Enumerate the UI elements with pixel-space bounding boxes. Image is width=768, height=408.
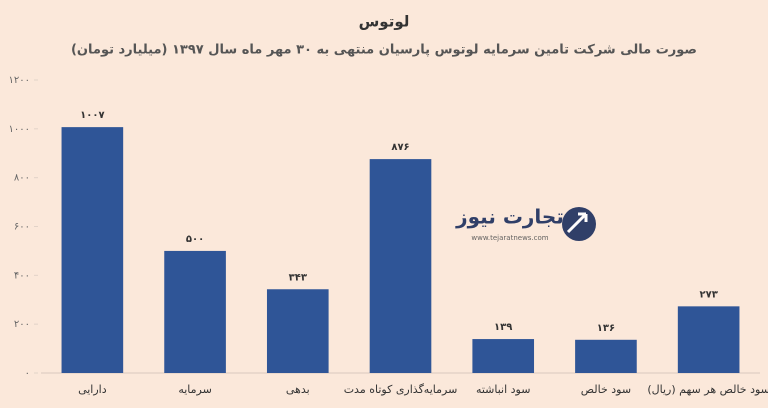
- watermark-logo: [562, 207, 596, 241]
- bar: [677, 306, 740, 373]
- bar: [575, 339, 637, 373]
- value-label: ۱۳۹: [494, 322, 512, 333]
- x-tick-label: دارایی: [78, 383, 107, 396]
- value-label: ۱۰۰۷: [80, 110, 104, 121]
- bar: [369, 159, 432, 373]
- value-label: ۲۷۳: [699, 289, 717, 300]
- x-tick-label: سرمایه‌گذاری کوتاه مدت: [344, 383, 458, 396]
- x-tick-label: سود انباشته: [476, 383, 531, 396]
- value-label: ۸۷۶: [391, 142, 409, 153]
- chart-subtitle: صورت مالی شرکت تامین سرمایه لوتوس پارسیا…: [71, 43, 697, 58]
- value-label: ۱۳۶: [597, 323, 615, 334]
- y-tick-label: ۱۲۰۰: [9, 75, 30, 86]
- bar: [266, 289, 329, 373]
- y-tick-label: ۴۰۰: [14, 270, 30, 281]
- y-tick-label: ۲۰۰: [14, 319, 30, 330]
- x-tick-label: سود خالص: [581, 383, 631, 396]
- bar: [164, 250, 226, 373]
- bar: [472, 339, 535, 373]
- watermark: تجارت نیوز www.tejaratnews.com: [455, 205, 596, 242]
- watermark-arrow: [566, 212, 588, 234]
- chart-title: لوتوس: [359, 13, 410, 31]
- x-tick-label: سرمایه: [178, 383, 212, 396]
- watermark-name: تجارت نیوز: [455, 205, 564, 229]
- value-label: ۳۴۳: [289, 272, 307, 283]
- y-tick-label: ۰: [25, 368, 30, 379]
- x-tick-label: بدهی: [286, 383, 310, 396]
- y-tick-label: ۶۰۰: [14, 222, 30, 233]
- y-tick-label: ۱۰۰۰: [9, 124, 30, 135]
- bar: [61, 127, 124, 373]
- value-label: ۵۰۰: [186, 234, 204, 245]
- y-tick-label: ۸۰۰: [14, 173, 30, 184]
- watermark-url: www.tejaratnews.com: [471, 234, 548, 242]
- x-tick-label: سود خالص هر سهم (ریال): [647, 383, 768, 396]
